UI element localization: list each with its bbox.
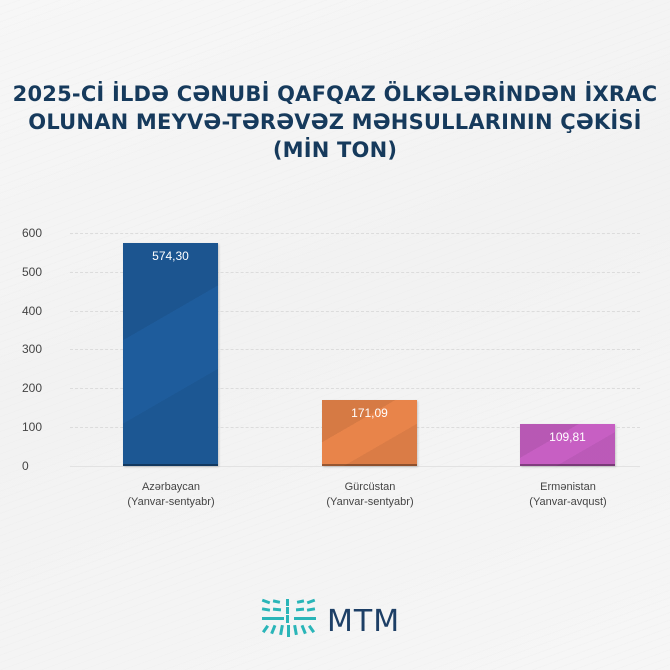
- country-label: Gürcüstan: [344, 481, 396, 493]
- x-label-armenia: Ermənistan (Yanvar-avqust): [488, 480, 648, 510]
- y-tick-400: 400: [22, 304, 43, 318]
- x-label-georgia: Gürcüstan (Yanvar-sentyabr): [290, 480, 450, 510]
- x-axis-baseline: [70, 466, 640, 467]
- brand-name: MTM: [327, 604, 401, 639]
- bar-armenia: 109,81: [520, 424, 615, 466]
- title-line-2: OLUNAN MEYVƏ-TƏRƏVƏZ MƏHSULLARININ ÇƏKİS…: [28, 110, 642, 134]
- gridline: [70, 272, 640, 273]
- gridline: [70, 233, 640, 234]
- title-line-1: 2025-Cİ İLDƏ CƏNUBİ QAFQAZ ÖLKƏLƏRİNDƏN …: [12, 82, 658, 106]
- chart-title: 2025-Cİ İLDƏ CƏNUBİ QAFQAZ ÖLKƏLƏRİNDƏN …: [0, 80, 670, 164]
- country-label: Ermənistan: [540, 481, 596, 493]
- title-line-3: (MİN TON): [272, 138, 398, 162]
- bar-georgia: 171,09: [322, 400, 417, 466]
- gridline: [70, 388, 640, 389]
- y-tick-200: 200: [22, 381, 43, 395]
- y-tick-100: 100: [22, 420, 43, 434]
- bar-value-label: 574,30: [152, 249, 189, 263]
- period-label: (Yanvar-sentyabr): [127, 496, 215, 508]
- y-tick-500: 500: [22, 265, 43, 279]
- starburst-grid-icon: [261, 598, 316, 637]
- bar-azerbaijan: 574,30: [123, 243, 218, 466]
- y-tick-0: 0: [22, 459, 29, 473]
- bar-value-label: 109,81: [549, 430, 586, 444]
- y-tick-300: 300: [22, 342, 43, 356]
- bar-value-label: 171,09: [351, 406, 388, 420]
- period-label: (Yanvar-sentyabr): [326, 496, 414, 508]
- x-label-azerbaijan: Azərbaycan (Yanvar-sentyabr): [91, 480, 251, 510]
- gridline: [70, 311, 640, 312]
- y-tick-600: 600: [22, 226, 43, 240]
- gridline: [70, 349, 640, 350]
- country-label: Azərbaycan: [141, 481, 201, 493]
- period-label: (Yanvar-avqust): [529, 496, 607, 508]
